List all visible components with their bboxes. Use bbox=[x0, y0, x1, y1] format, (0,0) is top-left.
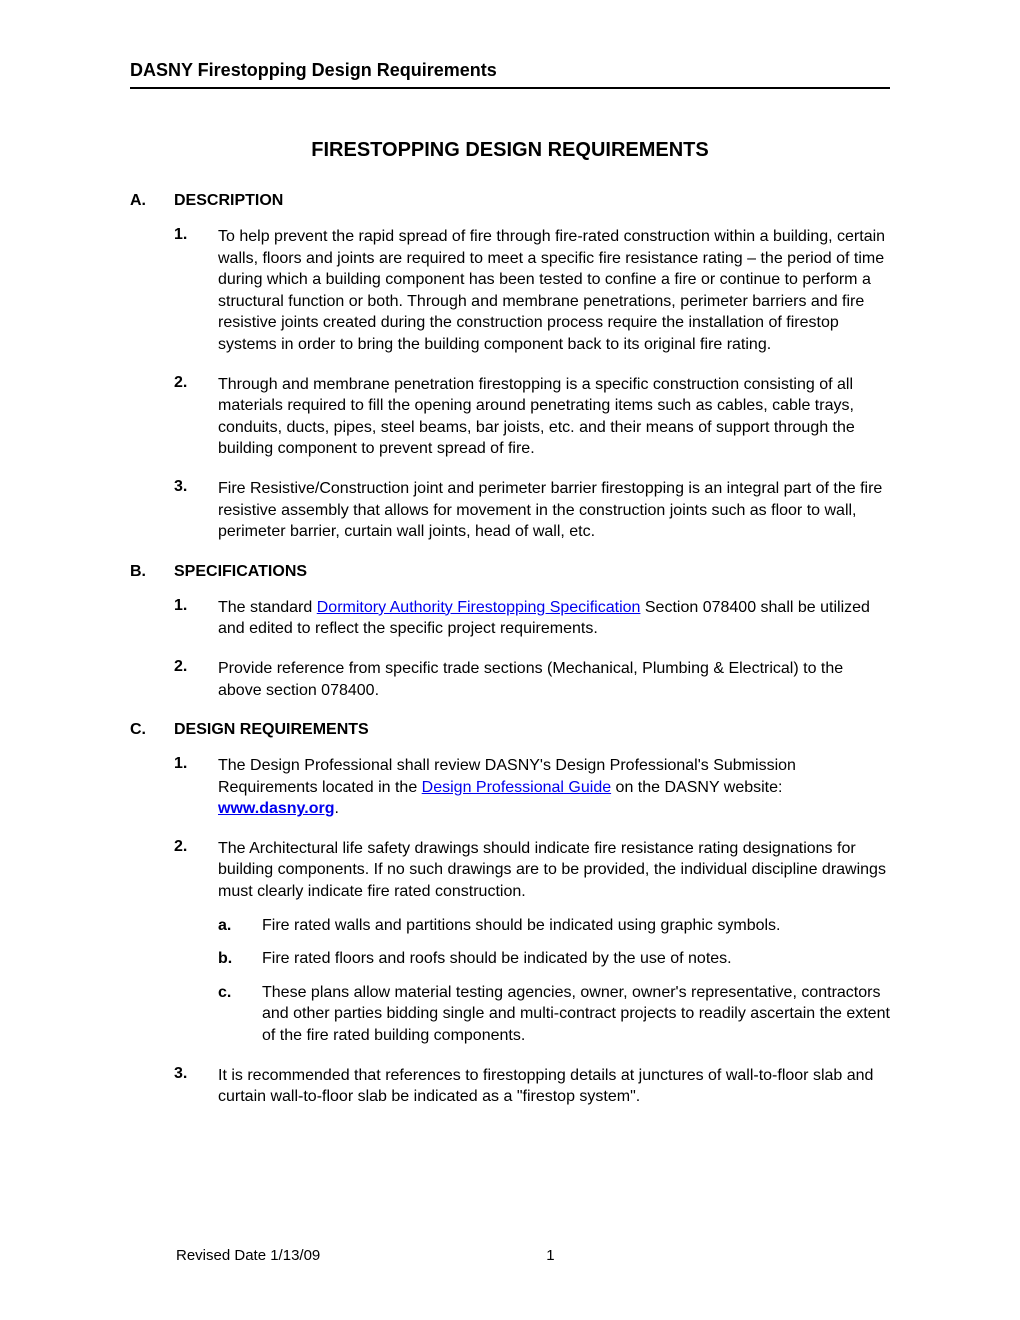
item-text: To help prevent the rapid spread of fire… bbox=[218, 226, 890, 356]
sub-text: Fire rated floors and roofs should be in… bbox=[262, 948, 890, 970]
list-item: 3. Fire Resistive/Construction joint and… bbox=[174, 478, 890, 543]
sub-letter: b. bbox=[218, 948, 262, 970]
document-title: FIRESTOPPING DESIGN REQUIREMENTS bbox=[130, 139, 890, 162]
section-b: B. SPECIFICATIONS 1. The standard Dormit… bbox=[130, 563, 890, 701]
section-heading: SPECIFICATIONS bbox=[174, 563, 307, 581]
text-span: The standard bbox=[218, 599, 317, 616]
document-page: DASNY Firestopping Design Requirements F… bbox=[0, 0, 1020, 1320]
item-number: 2. bbox=[174, 658, 218, 701]
list-item: 2. Through and membrane penetration fire… bbox=[174, 374, 890, 460]
section-letter: C. bbox=[130, 721, 174, 739]
item-number: 3. bbox=[174, 1065, 218, 1108]
section-heading: DESIGN REQUIREMENTS bbox=[174, 721, 369, 739]
item-text: Through and membrane penetration firesto… bbox=[218, 374, 890, 460]
item-text: Provide reference from specific trade se… bbox=[218, 658, 890, 701]
section-letter: A. bbox=[130, 192, 174, 210]
list-item: 1. To help prevent the rapid spread of f… bbox=[174, 226, 890, 356]
section-heading: DESCRIPTION bbox=[174, 192, 283, 210]
page-footer: Revised Date 1/13/09 1 bbox=[176, 1247, 890, 1264]
sub-letter: a. bbox=[218, 915, 262, 937]
item-number: 1. bbox=[174, 597, 218, 640]
item-number: 1. bbox=[174, 226, 218, 356]
section-c: C. DESIGN REQUIREMENTS 1. The Design Pro… bbox=[130, 721, 890, 1108]
item-text: It is recommended that references to fir… bbox=[218, 1065, 890, 1108]
guide-link[interactable]: Design Professional Guide bbox=[422, 779, 611, 796]
section-heading-row: C. DESIGN REQUIREMENTS bbox=[130, 721, 890, 739]
list-item: 2. Provide reference from specific trade… bbox=[174, 658, 890, 701]
section-letter: B. bbox=[130, 563, 174, 581]
item-text: The standard Dormitory Authority Firesto… bbox=[218, 597, 890, 640]
page-number: 1 bbox=[546, 1247, 554, 1264]
section-heading-row: A. DESCRIPTION bbox=[130, 192, 890, 210]
list-item: 2. The Architectural life safety drawing… bbox=[174, 838, 890, 1047]
item-number: 2. bbox=[174, 374, 218, 460]
sub-text: These plans allow material testing agenc… bbox=[262, 982, 890, 1047]
section-heading-row: B. SPECIFICATIONS bbox=[130, 563, 890, 581]
sub-letter: c. bbox=[218, 982, 262, 1047]
website-link-text: www.dasny.org bbox=[218, 800, 334, 817]
text-span: The Architectural life safety drawings s… bbox=[218, 840, 886, 900]
item-text: Fire Resistive/Construction joint and pe… bbox=[218, 478, 890, 543]
list-item: 3. It is recommended that references to … bbox=[174, 1065, 890, 1108]
page-header: DASNY Firestopping Design Requirements bbox=[130, 60, 890, 89]
sub-text: Fire rated walls and partitions should b… bbox=[262, 915, 890, 937]
text-span: on the DASNY website: bbox=[611, 779, 782, 796]
item-text: The Architectural life safety drawings s… bbox=[218, 838, 890, 1047]
spec-link[interactable]: Dormitory Authority Firestopping Specifi… bbox=[317, 599, 641, 616]
section-a: A. DESCRIPTION 1. To help prevent the ra… bbox=[130, 192, 890, 543]
revised-date: Revised Date 1/13/09 bbox=[176, 1247, 320, 1264]
sub-item: a. Fire rated walls and partitions shoul… bbox=[218, 915, 890, 937]
list-item: 1. The standard Dormitory Authority Fire… bbox=[174, 597, 890, 640]
sub-item: c. These plans allow material testing ag… bbox=[218, 982, 890, 1047]
list-item: 1. The Design Professional shall review … bbox=[174, 755, 890, 820]
item-number: 2. bbox=[174, 838, 218, 1047]
item-number: 3. bbox=[174, 478, 218, 543]
item-number: 1. bbox=[174, 755, 218, 820]
sub-item: b. Fire rated floors and roofs should be… bbox=[218, 948, 890, 970]
item-text: The Design Professional shall review DAS… bbox=[218, 755, 890, 820]
text-span: . bbox=[334, 800, 338, 817]
website-link[interactable]: www.dasny.org bbox=[218, 800, 334, 817]
